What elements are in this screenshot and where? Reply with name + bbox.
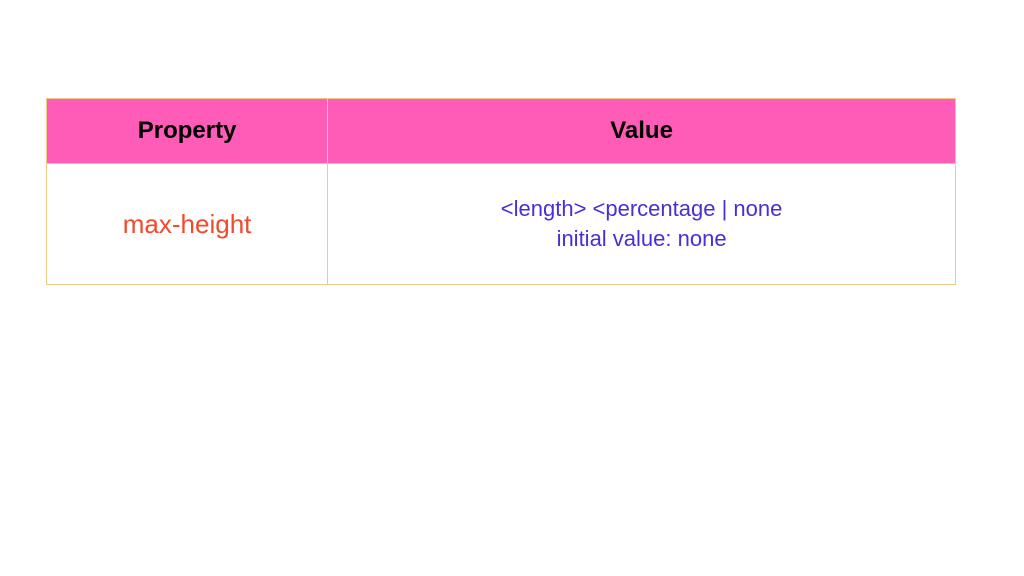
property-name: max-height	[123, 209, 252, 239]
value-line-2: initial value: none	[329, 224, 954, 254]
table-header-row: Property Value	[47, 99, 956, 164]
css-property-table: Property Value max-height <length> <perc…	[46, 98, 956, 285]
page: Property Value max-height <length> <perc…	[0, 0, 1024, 576]
cell-value: <length> <percentage | none initial valu…	[328, 164, 956, 285]
cell-property: max-height	[47, 164, 328, 285]
header-value: Value	[328, 99, 956, 164]
table-row: max-height <length> <percentage | none i…	[47, 164, 956, 285]
value-line-1: <length> <percentage | none	[329, 194, 954, 224]
header-property: Property	[47, 99, 328, 164]
